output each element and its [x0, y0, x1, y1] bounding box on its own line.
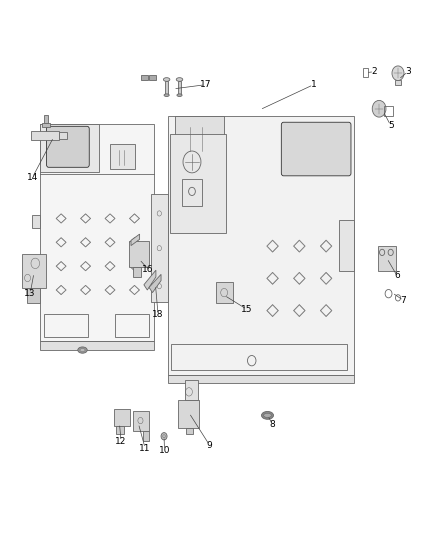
Text: 16: 16 [142, 264, 154, 273]
Bar [115, 314, 149, 337]
Bar [363, 68, 368, 77]
Text: 6: 6 [394, 271, 400, 280]
Text: 12: 12 [116, 437, 127, 446]
Bar [178, 400, 199, 429]
Ellipse shape [78, 347, 87, 353]
Bar [141, 75, 148, 79]
Bar [40, 341, 154, 350]
Bar [175, 116, 224, 160]
Text: 13: 13 [25, 289, 36, 298]
Ellipse shape [177, 94, 182, 96]
Ellipse shape [261, 411, 273, 419]
Ellipse shape [163, 78, 170, 82]
Bar [149, 75, 156, 79]
Bar [395, 79, 401, 85]
Ellipse shape [264, 413, 272, 417]
Bar [133, 266, 141, 277]
Text: 17: 17 [200, 80, 211, 89]
Bar [32, 215, 40, 228]
Bar [42, 123, 50, 127]
Bar [40, 124, 99, 172]
Bar [44, 314, 88, 337]
Circle shape [372, 100, 386, 117]
Bar [22, 254, 46, 288]
Bar [165, 81, 168, 94]
Text: 2: 2 [371, 67, 377, 76]
Text: 5: 5 [388, 121, 394, 130]
Bar [185, 380, 198, 400]
Ellipse shape [176, 78, 183, 82]
Text: 11: 11 [139, 444, 151, 453]
Bar [178, 81, 181, 94]
Text: 9: 9 [207, 441, 212, 450]
FancyBboxPatch shape [46, 126, 89, 167]
Bar [110, 143, 135, 169]
Bar [168, 375, 354, 383]
Polygon shape [131, 234, 140, 246]
Bar [40, 124, 154, 341]
Bar [133, 411, 149, 431]
Bar [116, 426, 124, 434]
Bar [170, 134, 226, 233]
Bar [31, 131, 59, 140]
Bar [114, 409, 130, 426]
Bar [59, 132, 67, 139]
Bar [186, 429, 193, 434]
Bar [339, 220, 354, 271]
Text: 15: 15 [241, 305, 253, 314]
Bar [182, 179, 202, 206]
Bar [27, 288, 39, 303]
Ellipse shape [80, 349, 85, 352]
Text: 8: 8 [270, 420, 276, 429]
FancyBboxPatch shape [281, 122, 351, 176]
Text: 1: 1 [311, 80, 316, 89]
Ellipse shape [164, 94, 169, 96]
Bar [32, 259, 40, 271]
Polygon shape [144, 270, 156, 290]
Text: 3: 3 [405, 67, 411, 76]
Bar [384, 106, 393, 116]
Text: 18: 18 [152, 310, 164, 319]
Bar [168, 116, 354, 375]
Text: 7: 7 [401, 296, 406, 305]
Text: 14: 14 [27, 173, 38, 182]
Bar [378, 246, 396, 271]
Text: 10: 10 [159, 446, 170, 455]
Circle shape [161, 433, 167, 440]
Bar [151, 194, 168, 303]
Bar [171, 344, 347, 370]
Circle shape [392, 66, 404, 80]
Bar [44, 115, 48, 123]
Bar [129, 241, 149, 266]
Bar [144, 431, 149, 441]
Polygon shape [149, 274, 161, 293]
Bar [215, 282, 233, 303]
